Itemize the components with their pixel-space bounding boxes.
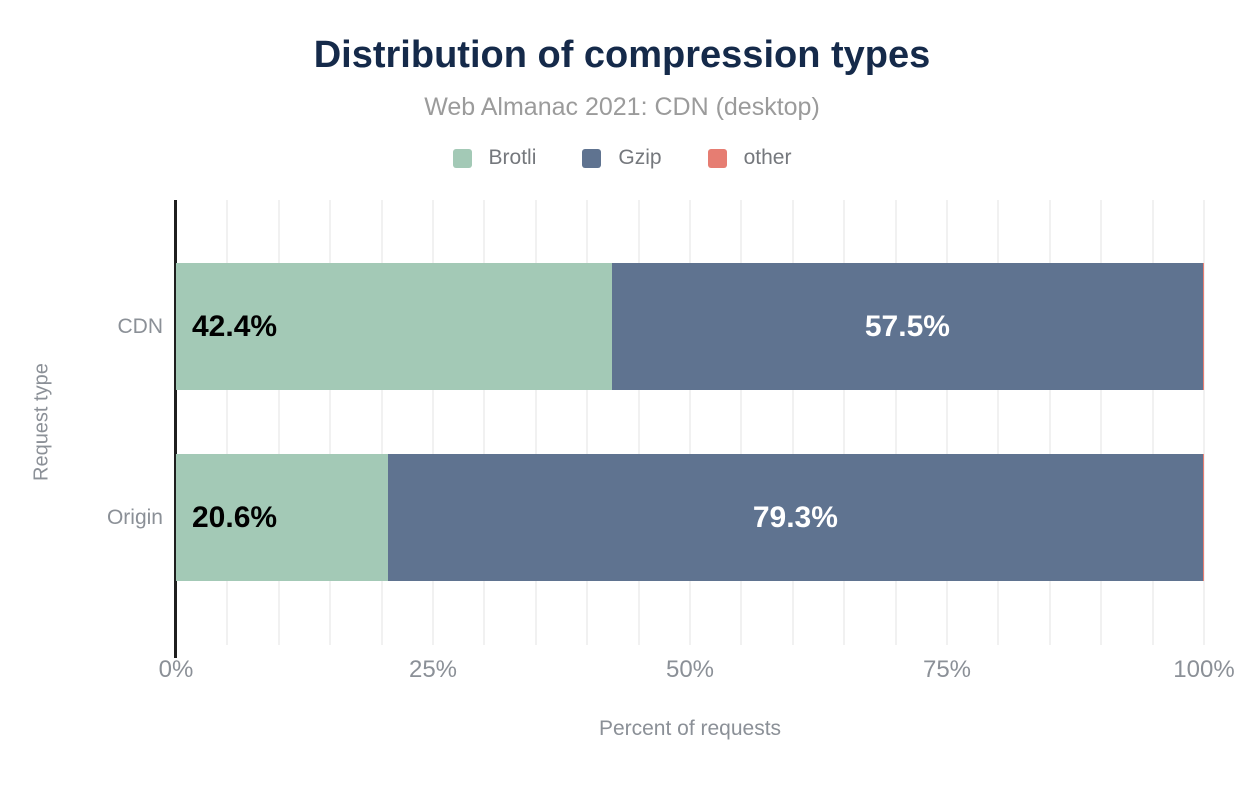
bar-segment-origin-brotli[interactable]: 20.6%: [176, 454, 388, 581]
gridline: [380, 200, 383, 645]
legend-swatch-other: [707, 148, 727, 168]
chart-title: Distribution of compression types: [313, 34, 931, 76]
data-label-cdn-gzip: 57.5%: [864, 309, 950, 343]
gridline: [483, 200, 486, 645]
gridline: [1100, 200, 1103, 645]
gridline: [277, 200, 280, 645]
gridline: [586, 200, 589, 645]
data-label-origin-brotli: 20.6%: [192, 500, 278, 534]
gridline: [1048, 200, 1051, 645]
x-tick-75pct: 75%: [922, 656, 972, 683]
plot-area: 42.4% 57.5% 20.6% 79.3%: [174, 200, 1205, 658]
gridline: [1151, 200, 1154, 645]
gridline: [329, 200, 332, 645]
bar-segment-cdn-other[interactable]: [1202, 263, 1204, 390]
legend-item-brotli[interactable]: Brotli: [452, 146, 537, 170]
bar-segment-origin-other[interactable]: [1202, 454, 1204, 581]
legend-label: Gzip: [618, 146, 662, 169]
gridline: [689, 200, 691, 645]
gridline: [1203, 200, 1205, 645]
x-tick-50pct: 50%: [665, 656, 715, 683]
data-label-origin-gzip: 79.3%: [752, 500, 838, 534]
gridline: [534, 200, 537, 645]
gridline: [997, 200, 1000, 645]
gridline: [843, 200, 846, 645]
legend-swatch-gzip: [582, 148, 602, 168]
legend-swatch-brotli: [452, 148, 472, 168]
y-axis-line: [174, 200, 177, 658]
y-axis-category-labels: CDN Origin: [0, 200, 163, 645]
category-label-cdn: CDN: [117, 315, 164, 338]
data-label-cdn-brotli: 42.4%: [192, 309, 278, 343]
gridline: [637, 200, 640, 645]
x-tick-0pct: 0%: [158, 656, 194, 683]
gridline: [894, 200, 897, 645]
legend-item-other[interactable]: other: [707, 146, 792, 170]
legend-label: Brotli: [488, 146, 537, 169]
x-axis-ticks: 0% 25% 50% 75% 100%: [159, 656, 1235, 688]
legend-item-gzip[interactable]: Gzip: [582, 146, 662, 170]
gridline: [791, 200, 794, 645]
gridline: [740, 200, 743, 645]
bar-segment-origin-gzip[interactable]: 79.3%: [387, 454, 1203, 581]
legend: Brotli Gzip other: [0, 146, 1244, 170]
gridline: [226, 200, 229, 645]
x-axis-title: Percent of requests: [598, 717, 782, 740]
gridline: [946, 200, 948, 645]
gridline: [432, 200, 434, 645]
bar-origin: 20.6% 79.3%: [176, 454, 1204, 581]
bar-segment-cdn-brotli[interactable]: 42.4%: [176, 263, 612, 390]
bar-segment-cdn-gzip[interactable]: 57.5%: [611, 263, 1203, 390]
bar-cdn: 42.4% 57.5%: [176, 263, 1204, 390]
chart-subtitle: Web Almanac 2021: CDN (desktop): [424, 93, 820, 121]
category-label-origin: Origin: [106, 506, 163, 529]
legend-label: other: [743, 146, 792, 169]
x-tick-25pct: 25%: [408, 656, 458, 683]
x-tick-100pct: 100%: [1173, 656, 1235, 683]
